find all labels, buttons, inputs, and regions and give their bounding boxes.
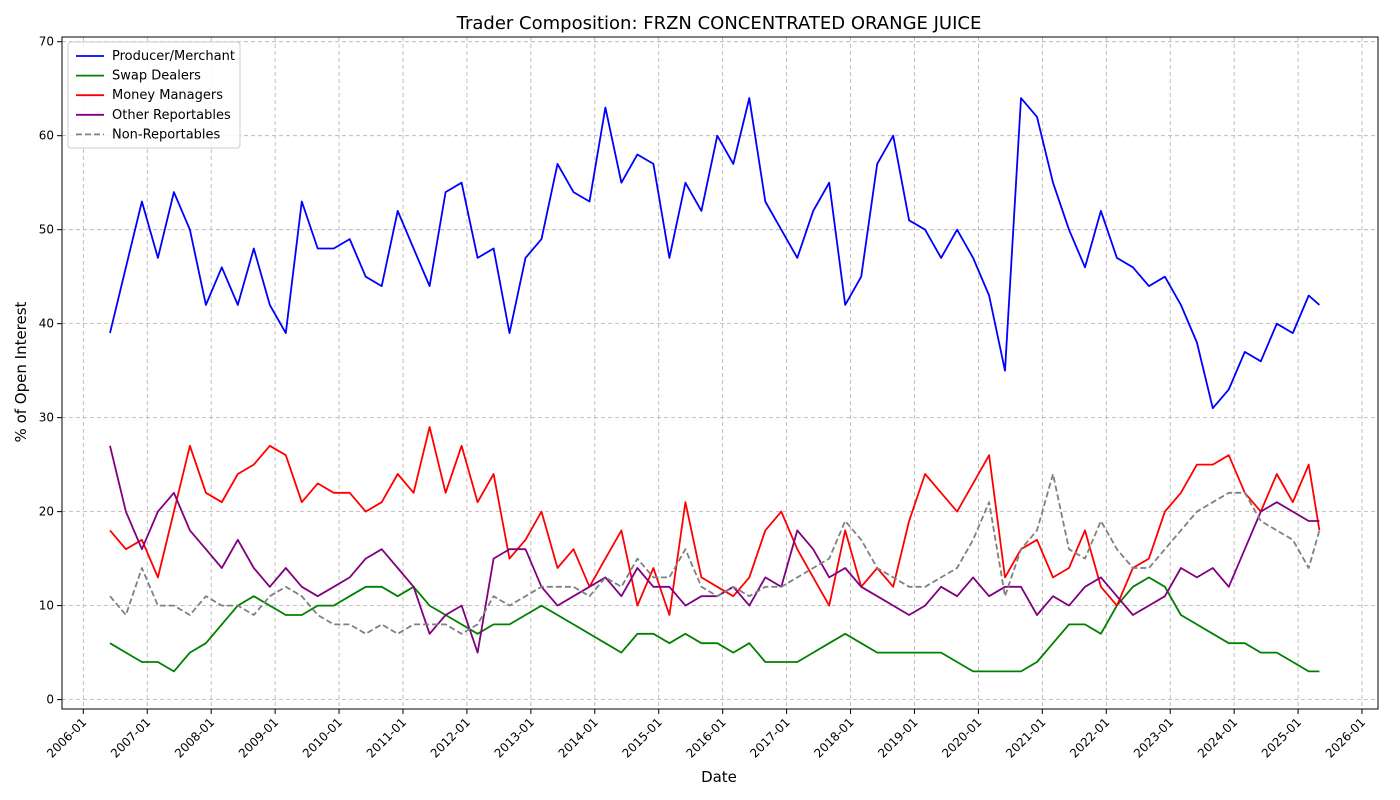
y-tick-label: 20 [39,505,54,519]
x-tick-label: 2023-01 [1131,715,1176,760]
grid [62,37,1378,709]
y-tick-label: 40 [39,317,54,331]
y-axis-ticks: 0 10 20 30 40 50 60 70 [39,35,62,707]
legend-label: Other Reportables [112,108,231,123]
y-axis-title: % of Open Interest [12,301,30,442]
series-line-2 [109,426,1321,616]
x-tick-label: 2017-01 [747,715,792,760]
x-tick-label: 2022-01 [1067,715,1112,760]
y-tick-label: 10 [39,599,54,613]
series-line-1 [109,576,1320,673]
x-tick-label: 2009-01 [236,715,281,760]
y-tick-label: 60 [39,129,54,143]
x-tick-label: 2008-01 [172,715,217,760]
x-tick-label: 2016-01 [683,715,728,760]
legend-label: Swap Dealers [112,69,201,84]
chart-title: Trader Composition: FRZN CONCENTRATED OR… [456,13,982,34]
y-tick-label: 0 [46,693,54,707]
x-tick-label: 2024-01 [1195,715,1240,760]
x-tick-label: 2015-01 [619,715,664,760]
x-tick-label: 2011-01 [364,715,409,760]
x-tick-label: 2007-01 [108,715,153,760]
x-tick-label: 2025-01 [1259,715,1304,760]
legend: Producer/Merchant Swap Dealers Money Manag… [67,41,241,149]
x-tick-label: 2021-01 [1003,715,1048,760]
y-tick-label: 30 [39,411,54,425]
x-tick-label: 2010-01 [300,715,345,760]
legend-label: Producer/Merchant [112,49,235,64]
x-axis-ticks: 2006-01 2007-01 2008-01 2009-01 2010-01 2011-… [44,709,1368,761]
x-tick-label: 2020-01 [939,715,984,760]
series-lines [109,97,1321,673]
x-tick-label: 2012-01 [428,715,473,760]
x-axis-title: Date [701,768,737,786]
series-line-3 [109,445,1320,654]
legend-frame [67,41,241,149]
y-tick-label: 70 [39,35,54,49]
x-tick-label: 2026-01 [1323,715,1368,760]
plot-frame [61,36,1379,710]
series-line-4 [109,473,1321,635]
series-line-0 [109,97,1320,410]
x-tick-label: 2006-01 [44,715,89,760]
x-tick-label: 2019-01 [875,715,920,760]
y-tick-label: 50 [39,223,54,237]
x-tick-label: 2013-01 [492,715,537,760]
legend-label: Non-Reportables [112,127,221,142]
legend-label: Money Managers [112,88,223,103]
x-tick-label: 2018-01 [811,715,856,760]
x-tick-label: 2014-01 [556,715,601,760]
